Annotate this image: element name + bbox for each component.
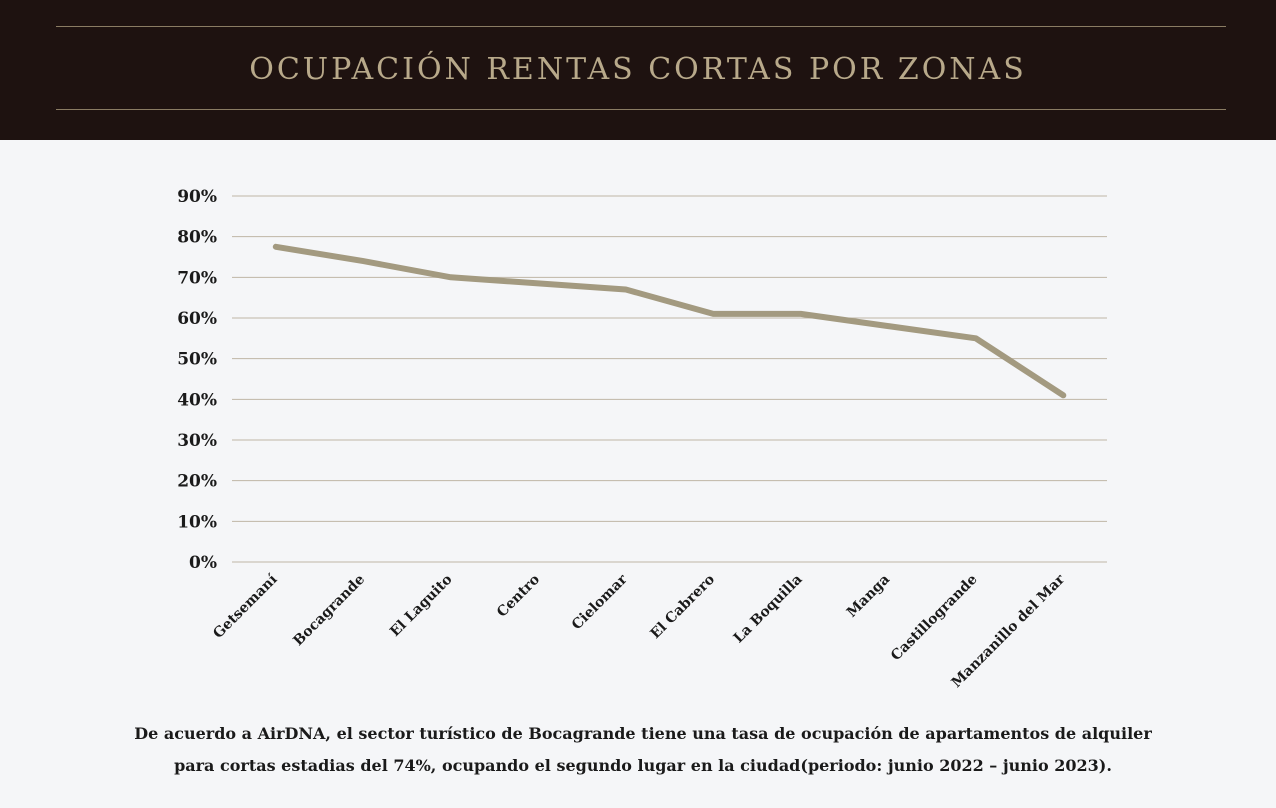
chart-x-ticks: Getsemaní Bocagrande El Laguito Centro Cielo…: [210, 571, 1068, 691]
page-title: Ocupación Rentas Cortas por Zonas: [249, 52, 1027, 87]
caption-line-1: De acuerdo a AirDNA, el sector turístico…: [134, 724, 1152, 743]
y-tick-label: 0%: [189, 553, 217, 573]
chart-gridlines: [232, 195, 1107, 563]
chart-y-ticks: 0% 10% 20% 30% 40% 50% 60% 70% 80% 90%: [177, 187, 217, 573]
y-tick-label: 80%: [177, 228, 217, 248]
header-top-rule: [56, 26, 1226, 27]
header-banner: Ocupación Rentas Cortas por Zonas: [0, 0, 1276, 140]
y-tick-label: 20%: [177, 472, 217, 492]
x-tick-label: Bocagrande: [290, 571, 368, 649]
y-tick-label: 30%: [177, 431, 217, 451]
header-bottom-rule: [56, 109, 1226, 110]
x-tick-label: Getsemaní: [210, 571, 281, 642]
x-tick-label: Manga: [844, 572, 893, 621]
x-tick-label: Centro: [494, 572, 543, 621]
x-tick-label: La Boquilla: [731, 572, 806, 647]
x-tick-label: Castillogrande: [888, 571, 981, 664]
caption-line-2: para cortas estadias del 74%, ocupando e…: [174, 756, 1112, 775]
y-tick-label: 50%: [177, 350, 217, 370]
chart-series: [272, 243, 1067, 399]
x-tick-label: El Laguito: [387, 572, 456, 641]
y-tick-label: 40%: [177, 390, 217, 410]
series-line: [272, 243, 1067, 399]
y-tick-label: 70%: [177, 268, 217, 288]
y-tick-label: 60%: [177, 309, 217, 329]
x-tick-label: El Cabrero: [647, 572, 718, 643]
y-tick-label: 10%: [177, 512, 217, 532]
x-tick-label: Cielomar: [569, 571, 631, 633]
chart-caption: De acuerdo a AirDNA, el sector turístico…: [120, 718, 1166, 782]
y-tick-label: 90%: [177, 187, 217, 207]
line-chart: 0% 10% 20% 30% 40% 50% 60% 70% 80% 90% Getsemaní B…: [177, 187, 1107, 691]
